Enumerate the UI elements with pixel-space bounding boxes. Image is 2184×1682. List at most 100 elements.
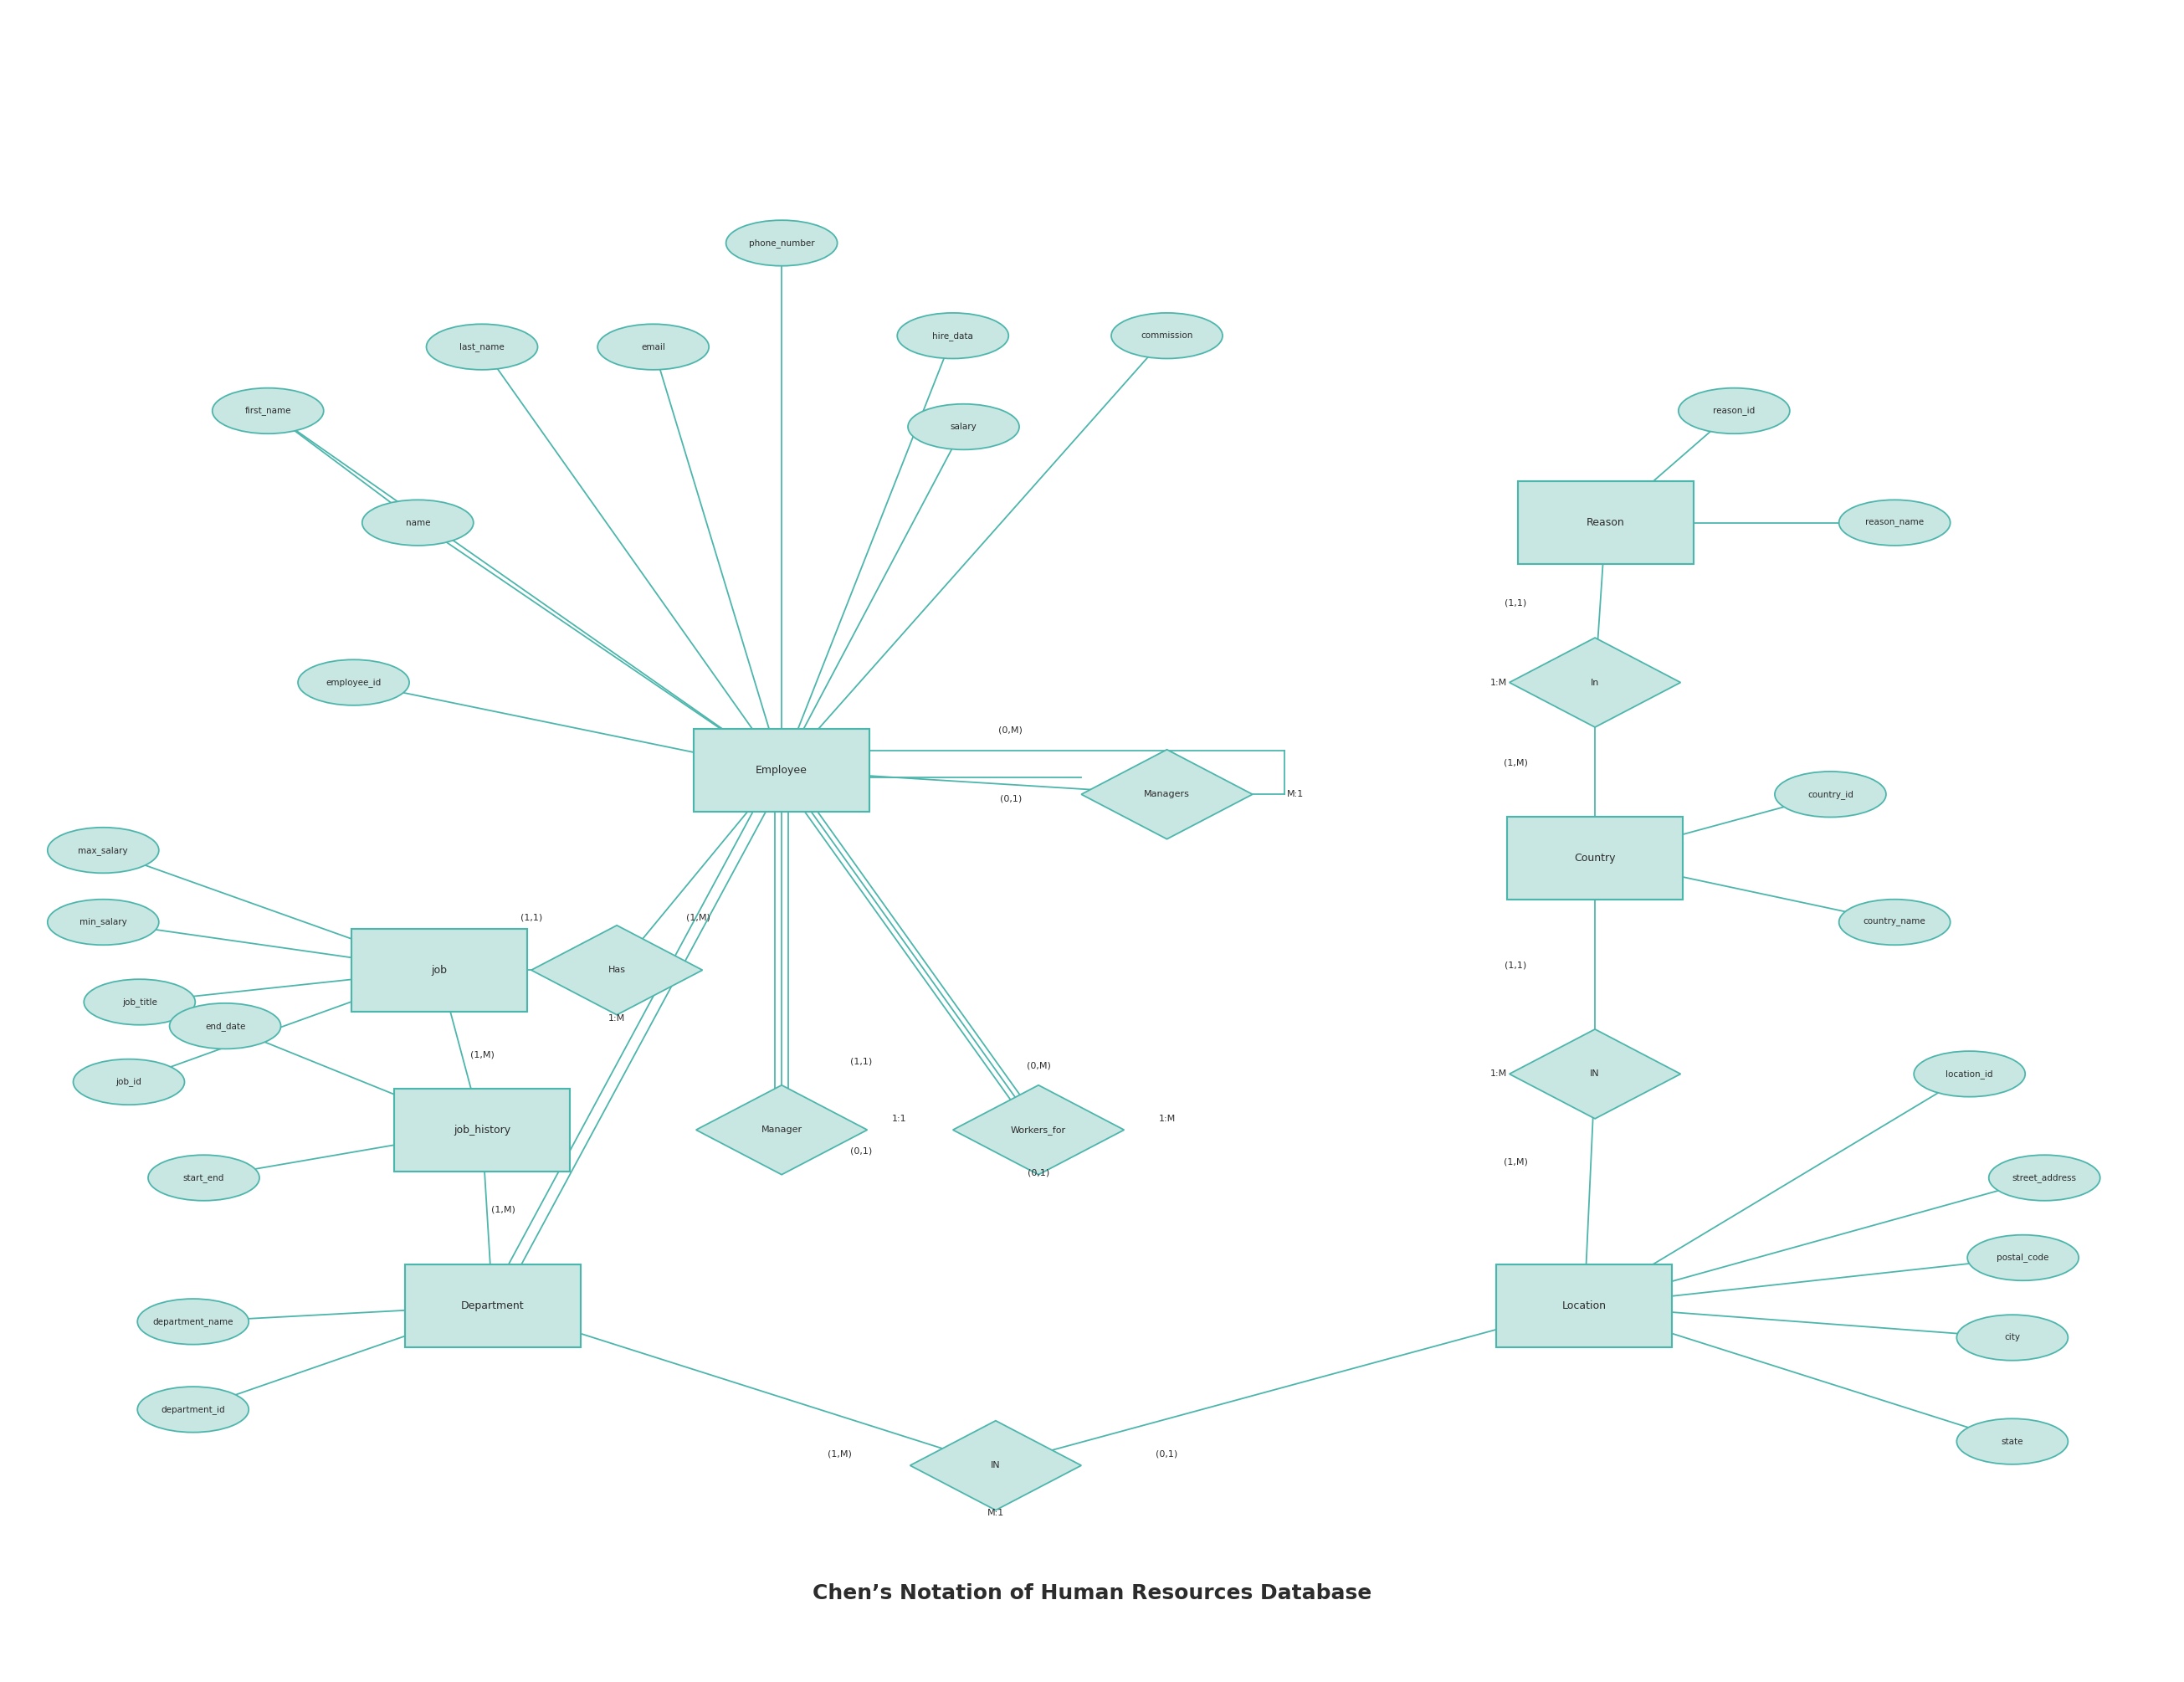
Ellipse shape [48,900,159,945]
Text: (1,M): (1,M) [828,1450,852,1458]
Text: In: In [1590,678,1599,686]
Text: (0,1): (0,1) [1155,1450,1177,1458]
Text: (0,1): (0,1) [1000,796,1022,804]
Text: IN: IN [1590,1070,1601,1078]
Polygon shape [1509,1029,1682,1119]
Text: (1,M): (1,M) [1505,759,1529,767]
Polygon shape [1509,637,1682,727]
Ellipse shape [1776,772,1887,817]
Text: (1,1): (1,1) [1505,960,1527,969]
Ellipse shape [138,1386,249,1433]
Text: last_name: last_name [459,343,505,352]
Ellipse shape [1112,313,1223,358]
Polygon shape [1081,750,1254,839]
Text: country_id: country_id [1808,791,1854,799]
FancyBboxPatch shape [404,1265,581,1347]
FancyBboxPatch shape [352,928,526,1011]
Polygon shape [911,1421,1081,1510]
Text: 1:M: 1:M [1489,678,1507,686]
Text: 1:M: 1:M [1158,1115,1175,1124]
Ellipse shape [83,979,194,1024]
Text: Managers: Managers [1144,791,1190,799]
FancyBboxPatch shape [1518,481,1693,563]
Ellipse shape [48,828,159,873]
Text: Location: Location [1562,1300,1607,1310]
Text: Reason: Reason [1586,518,1625,528]
FancyBboxPatch shape [695,728,869,812]
Text: salary: salary [950,422,976,431]
Text: IN: IN [992,1462,1000,1470]
FancyBboxPatch shape [1507,817,1682,900]
Text: Employee: Employee [756,765,808,775]
Text: (1,M): (1,M) [1505,1157,1529,1166]
Ellipse shape [598,325,710,370]
Text: Country: Country [1575,853,1616,863]
Ellipse shape [1990,1156,2101,1201]
Text: end_date: end_date [205,1021,245,1031]
Ellipse shape [1957,1418,2068,1465]
Polygon shape [952,1085,1125,1174]
FancyBboxPatch shape [1496,1265,1673,1347]
Text: (1,1): (1,1) [850,1056,871,1065]
Text: location_id: location_id [1946,1070,1994,1078]
Text: phone_number: phone_number [749,239,815,247]
Ellipse shape [138,1299,249,1344]
Ellipse shape [1957,1315,2068,1361]
Text: hire_data: hire_data [933,331,974,340]
Ellipse shape [74,1060,183,1105]
Ellipse shape [1839,900,1950,945]
Text: street_address: street_address [2011,1174,2077,1182]
Text: 1:M: 1:M [609,1014,625,1023]
Text: (0,1): (0,1) [850,1147,871,1156]
Text: M:1: M:1 [1286,791,1304,799]
Text: M:1: M:1 [987,1509,1005,1517]
Text: first_name: first_name [245,407,290,415]
Text: min_salary: min_salary [79,918,127,927]
Text: max_salary: max_salary [79,846,129,854]
Text: (0,1): (0,1) [1026,1169,1051,1177]
Text: employee_id: employee_id [325,678,382,686]
Text: (0,M): (0,M) [1026,1061,1051,1070]
Ellipse shape [909,404,1020,449]
Text: state: state [2001,1438,2022,1445]
Ellipse shape [363,500,474,545]
Text: email: email [642,343,666,352]
Ellipse shape [1679,389,1789,434]
Ellipse shape [297,659,408,705]
Text: Department: Department [461,1300,524,1310]
Polygon shape [697,1085,867,1174]
Text: Workers_for: Workers_for [1011,1125,1066,1134]
Text: (1,M): (1,M) [686,913,710,922]
Text: (1,1): (1,1) [1505,599,1527,607]
Text: city: city [2005,1334,2020,1342]
Text: job_history: job_history [454,1125,511,1135]
Ellipse shape [898,313,1009,358]
Text: name: name [406,518,430,526]
Ellipse shape [725,220,836,266]
Text: country_name: country_name [1863,918,1926,927]
Text: department_id: department_id [162,1404,225,1415]
Text: start_end: start_end [183,1174,225,1182]
Polygon shape [531,925,703,1014]
Ellipse shape [212,389,323,434]
Text: Manager: Manager [760,1125,802,1134]
Text: 1:1: 1:1 [891,1115,906,1124]
Text: department_name: department_name [153,1317,234,1325]
Ellipse shape [1839,500,1950,545]
Text: (1,M): (1,M) [470,1051,494,1060]
Text: (0,M): (0,M) [998,727,1022,735]
Text: postal_code: postal_code [1996,1253,2049,1262]
Text: Has: Has [607,965,625,974]
Text: (1,1): (1,1) [520,913,542,922]
Ellipse shape [1968,1235,2079,1280]
Ellipse shape [426,325,537,370]
Text: job_title: job_title [122,997,157,1006]
Text: Chen’s Notation of Human Resources Database: Chen’s Notation of Human Resources Datab… [812,1583,1372,1603]
Text: (1,M): (1,M) [491,1206,515,1214]
Text: 1:M: 1:M [1489,1070,1507,1078]
Text: commission: commission [1140,331,1192,340]
Text: job: job [430,965,448,976]
Text: reason_name: reason_name [1865,518,1924,526]
FancyBboxPatch shape [395,1088,570,1171]
Text: job_id: job_id [116,1078,142,1087]
